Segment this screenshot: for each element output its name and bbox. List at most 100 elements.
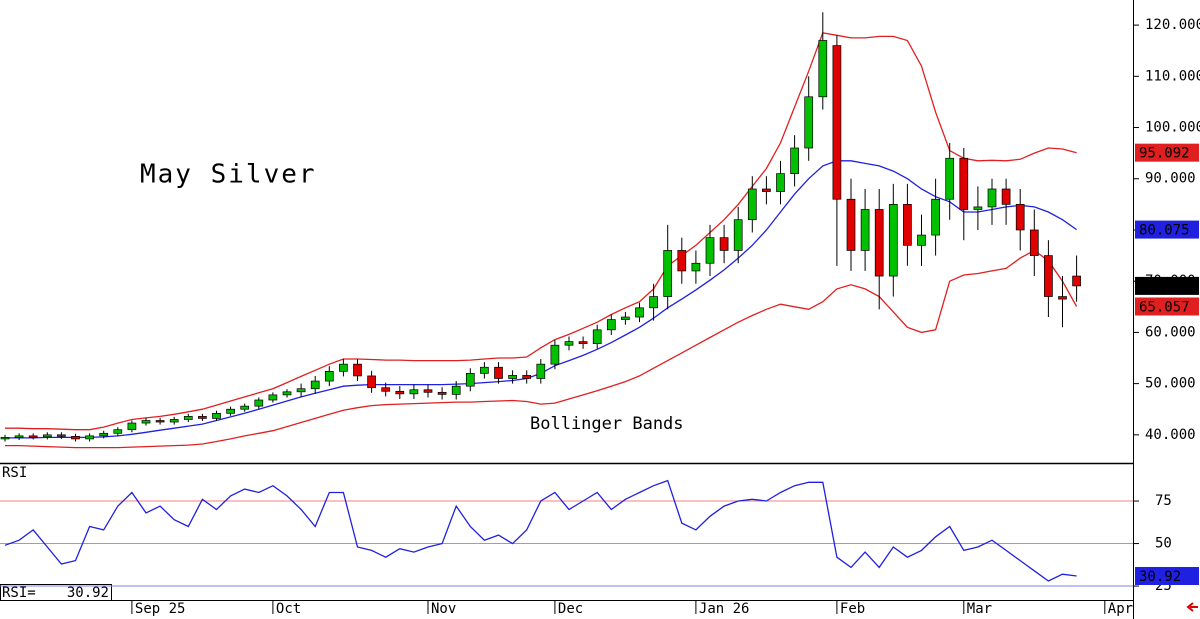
candle-body [85,435,94,440]
candle-body [747,188,757,221]
candle-body [719,237,729,251]
x-tick-label: Feb [840,601,865,617]
candle-body [945,157,955,200]
x-tick-label: Jan 26 [699,601,750,617]
candle-body [1001,188,1011,205]
candle-body [42,434,52,438]
candle-body [987,188,997,208]
close-last-label-box [1135,276,1199,295]
y-tick-label: 50.000 [1145,376,1196,392]
candle-body [1015,204,1025,231]
candle-body [14,435,24,438]
rsi-title: RSI [2,465,27,481]
candle-body [141,420,151,424]
y-tick-label: 50 [1155,536,1172,552]
candle-body [1029,229,1039,256]
band-last-label-box [1135,143,1199,162]
candle-body [99,432,109,437]
candle-body [494,366,503,379]
y-tick-label: 100.000 [1145,120,1200,136]
candle-body [818,40,828,98]
candle-body [127,422,137,431]
candle-body [592,329,602,345]
candle-body [649,296,658,309]
candle-body [437,391,447,395]
rsi-last-label: 30.92 [1139,569,1181,585]
candle-body [762,188,771,192]
y-tick-label: 120.000 [1145,17,1200,33]
scroll-arrow[interactable] [1186,602,1198,612]
rsi-readout-box [0,584,112,601]
candle-body [973,206,983,210]
candle-body [903,204,912,246]
candle-body [804,96,814,149]
candle-body [790,147,799,174]
y-tick-label: 75 [1155,493,1172,509]
candle-body [677,250,687,272]
candle-body [621,316,630,320]
candle-body [353,363,362,377]
candle-body [635,307,644,318]
y-tick-label: 90.000 [1145,171,1196,187]
candle-body [691,262,701,272]
candle-body [888,204,898,277]
candle-body [169,419,179,423]
candle-body [282,391,292,396]
x-tick-label: Nov [431,601,456,617]
candle-body [423,389,433,393]
candle-body [846,198,856,251]
candle-body [536,363,546,379]
candle-body [451,385,461,395]
candle-body [0,437,10,440]
candle-body [1072,275,1081,287]
candle-body [705,237,715,264]
candle-body [198,416,207,419]
candle-body [832,45,842,200]
x-tick-label: Dec [558,601,583,617]
band-last-label: 65.057 [1139,299,1190,315]
candle-body [522,375,532,379]
candle-body [663,250,673,297]
candle-body [508,375,517,379]
candle-body [240,405,250,410]
band-last-label-box [1135,220,1199,239]
candle-body [776,173,785,192]
band-line [5,249,1078,449]
x-tick-label: Apr [1108,601,1133,617]
rsi-readout-value: 30.92 [67,585,109,601]
band-last-label-box [1135,297,1199,316]
candle-body [465,373,475,387]
candle-body [917,234,926,246]
candle-body [155,420,165,423]
candle-body [113,429,123,434]
rsi-readout-prefix: RSI= [2,585,36,601]
candle-body [381,387,391,392]
candle-body [254,399,264,407]
candle-body [324,370,334,382]
x-tick-label: Oct [276,601,301,617]
candle-body [310,380,320,390]
y-tick-label: 60.000 [1145,324,1196,340]
candle-body [606,319,616,331]
candle-body [860,209,870,251]
candle-body [564,341,574,346]
candle-body [339,363,348,372]
candle-body [212,412,221,419]
candle-body [1044,255,1053,297]
band-last-label: 80.075 [1139,223,1190,239]
rsi-last-label-box [1135,566,1199,585]
candle-body [931,198,940,236]
x-tick-label: Mar [967,601,992,617]
candle-body [296,388,306,393]
band-line [5,32,1077,431]
candle-body [395,390,405,395]
candle-body [733,219,743,251]
x-tick-label: Sep 25 [135,601,186,617]
band-last-label: 95.092 [1139,146,1190,162]
candle-body [57,434,66,437]
candle-body [874,209,884,277]
candle-body [226,408,235,414]
candle-body [367,375,376,389]
